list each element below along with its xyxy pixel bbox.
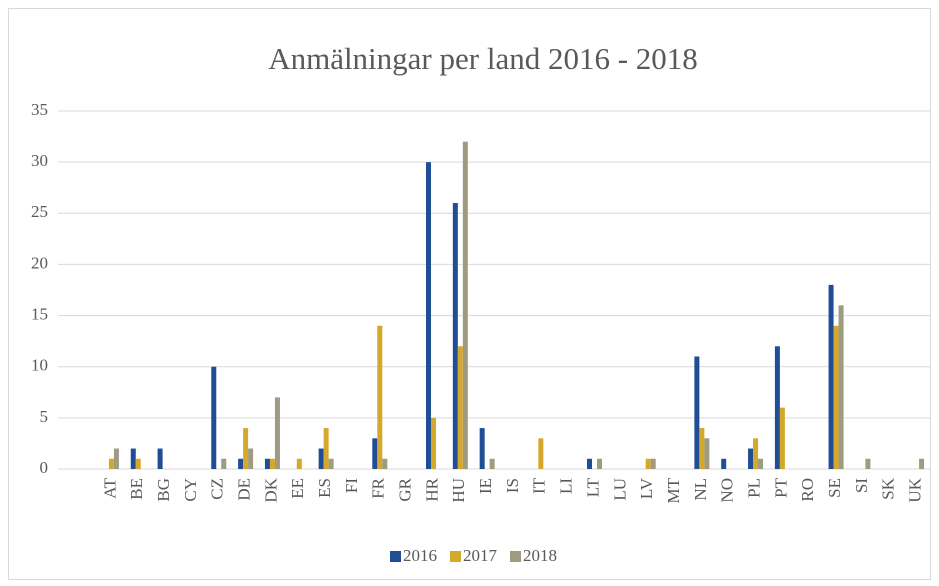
y-tick-label: 0 bbox=[40, 458, 49, 477]
x-tick-label: LV bbox=[637, 477, 656, 499]
bar bbox=[248, 448, 254, 469]
x-tick-label: AT bbox=[100, 477, 119, 498]
x-tick-label: LT bbox=[583, 477, 602, 497]
bar bbox=[318, 448, 324, 469]
chart-frame bbox=[8, 8, 931, 580]
chart-title: Anmälningar per land 2016 - 2018 bbox=[268, 41, 698, 76]
bar bbox=[538, 438, 544, 469]
x-tick-label: CZ bbox=[208, 478, 227, 500]
bar bbox=[382, 458, 388, 469]
legend-label: 2016 bbox=[403, 546, 437, 565]
x-tick-label: BE bbox=[127, 478, 146, 500]
bar bbox=[479, 428, 485, 469]
x-tick-label: SE bbox=[825, 478, 844, 498]
bar bbox=[135, 458, 141, 469]
x-tick-label: BG bbox=[154, 478, 173, 502]
y-tick-label: 5 bbox=[40, 407, 49, 426]
x-tick-label: RO bbox=[798, 478, 817, 502]
x-tick-label: SK bbox=[879, 477, 898, 499]
x-tick-label: GR bbox=[396, 477, 415, 501]
bar bbox=[865, 458, 871, 469]
bar bbox=[457, 346, 463, 469]
bar bbox=[372, 438, 378, 469]
x-tick-label: DK bbox=[261, 477, 280, 502]
bar bbox=[452, 203, 458, 470]
y-tick-label: 15 bbox=[31, 304, 48, 323]
bar bbox=[699, 428, 705, 469]
bar bbox=[211, 366, 217, 469]
bar bbox=[597, 458, 603, 469]
x-tick-label: DE bbox=[235, 478, 254, 501]
bar bbox=[296, 458, 302, 469]
y-tick-label: 35 bbox=[31, 100, 48, 119]
x-tick-label: CY bbox=[181, 478, 200, 502]
x-tick-label: FI bbox=[342, 478, 361, 493]
bar bbox=[748, 448, 754, 469]
y-tick-label: 10 bbox=[31, 356, 48, 375]
bar bbox=[238, 458, 244, 469]
bar bbox=[130, 448, 136, 469]
bar bbox=[157, 448, 163, 469]
bar bbox=[779, 407, 785, 469]
x-tick-label: PL bbox=[744, 478, 763, 498]
x-tick-label: LU bbox=[610, 478, 629, 501]
x-tick-label: NL bbox=[691, 478, 710, 501]
bar bbox=[113, 448, 119, 469]
bar bbox=[758, 458, 764, 469]
bar bbox=[587, 458, 593, 469]
bar bbox=[377, 325, 383, 469]
x-tick-label: PT bbox=[771, 477, 790, 497]
bar bbox=[430, 417, 436, 469]
legend-swatch bbox=[450, 551, 461, 562]
bar bbox=[833, 325, 839, 469]
bar bbox=[328, 458, 334, 469]
bar bbox=[425, 162, 431, 469]
bar bbox=[721, 458, 727, 469]
legend-label: 2018 bbox=[523, 546, 557, 565]
bar bbox=[269, 458, 275, 469]
bar bbox=[694, 356, 700, 469]
x-tick-label: UK bbox=[905, 477, 924, 502]
x-tick-label: IT bbox=[530, 477, 549, 494]
x-tick-label: EE bbox=[288, 478, 307, 499]
x-tick-label: HR bbox=[422, 477, 441, 501]
y-tick-label: 30 bbox=[31, 151, 48, 170]
bar bbox=[650, 458, 656, 469]
bar bbox=[704, 438, 710, 469]
bar bbox=[828, 284, 834, 469]
bar bbox=[274, 397, 280, 469]
bar bbox=[264, 458, 270, 469]
bar bbox=[323, 428, 329, 469]
bar bbox=[221, 458, 227, 469]
y-tick-label: 20 bbox=[31, 253, 48, 272]
x-tick-label: IS bbox=[503, 478, 522, 493]
x-tick-label: SI bbox=[852, 478, 871, 493]
bar bbox=[243, 428, 249, 469]
bar bbox=[919, 458, 925, 469]
x-tick-label: FR bbox=[369, 477, 388, 498]
bar bbox=[108, 458, 114, 469]
x-tick-label: HU bbox=[449, 478, 468, 503]
x-tick-label: NO bbox=[718, 478, 737, 503]
legend-swatch bbox=[510, 551, 521, 562]
x-tick-label: MT bbox=[664, 477, 683, 503]
legend-label: 2017 bbox=[463, 546, 498, 565]
bar bbox=[489, 458, 495, 469]
legend-swatch bbox=[390, 551, 401, 562]
bar bbox=[774, 346, 780, 469]
bar bbox=[645, 458, 651, 469]
x-tick-label: IE bbox=[476, 478, 495, 494]
x-tick-label: ES bbox=[315, 478, 334, 498]
bar bbox=[838, 305, 844, 469]
x-tick-label: LI bbox=[557, 478, 576, 494]
bar bbox=[462, 141, 468, 469]
bar bbox=[753, 438, 759, 469]
y-tick-label: 25 bbox=[31, 202, 48, 221]
